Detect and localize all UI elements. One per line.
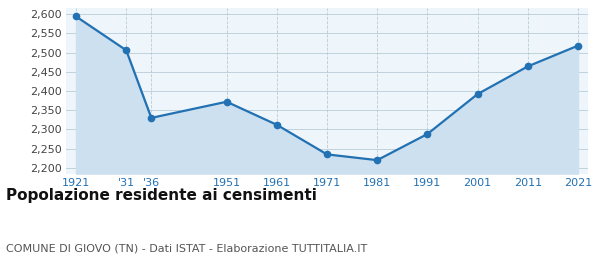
- Text: Popolazione residente ai censimenti: Popolazione residente ai censimenti: [6, 188, 317, 203]
- Text: COMUNE DI GIOVO (TN) - Dati ISTAT - Elaborazione TUTTITALIA.IT: COMUNE DI GIOVO (TN) - Dati ISTAT - Elab…: [6, 244, 367, 254]
